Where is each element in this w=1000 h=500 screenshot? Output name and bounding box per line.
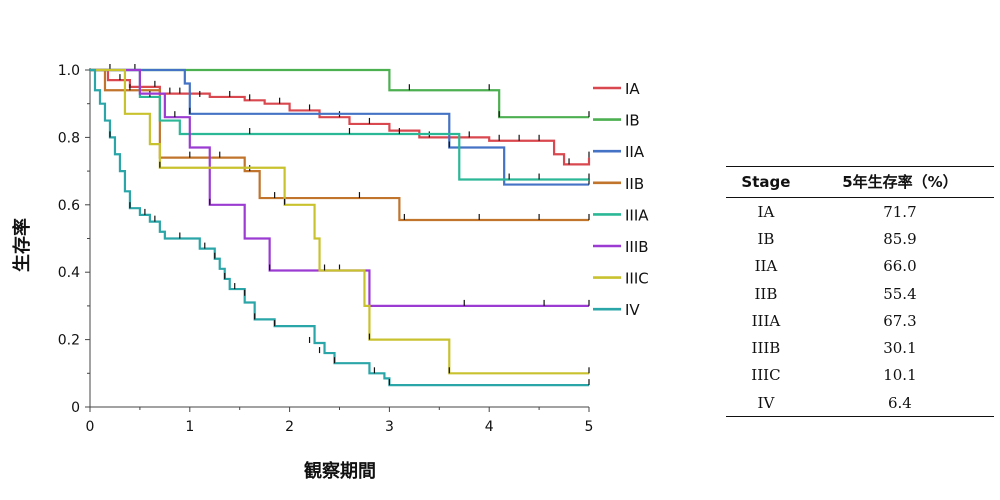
series-iv [90,68,590,387]
series-line-ib [90,68,589,119]
series-ib [90,68,590,119]
x-tick-label: 1 [185,419,194,435]
series-line-iia [90,68,589,186]
legend-label-iib: IIB [625,175,644,193]
km-survival-chart: 0 0.2 0.4 0.6 0.8 1.0 0 1 2 3 4 5 IA IB IIA IIB IIIA III… [11,63,649,482]
x-tick-label: 0 [86,419,95,435]
legend-label-iiib: IIIB [625,238,649,256]
stage-cell: IIIC [751,366,781,385]
legend-label-iiic: IIIC [625,270,649,288]
table-row: IIB 55.4 [726,280,994,307]
legend-label-ib: IB [625,112,640,130]
x-tick-label: 5 [585,419,594,435]
y-tick-label: 0.8 [58,130,80,146]
chart-axes: 0 0.2 0.4 0.6 0.8 1.0 0 1 2 3 4 5 [58,63,594,435]
rate-cell: 71.7 [883,202,917,221]
table-row: IIIB 30.1 [726,334,994,361]
table-row: IIIA 67.3 [726,307,994,334]
x-axis-title: 観察期間 [304,460,376,482]
rate-cell: 66.0 [883,257,917,276]
table-row: IA 71.7 [726,198,994,226]
y-tick-label: 0.4 [58,265,80,281]
series-iib [90,68,590,222]
legend-label-iv: IV [625,301,640,319]
rate-cell: 55.4 [883,284,917,303]
rate-cell: 30.1 [883,339,917,358]
table-row: IB 85.9 [726,225,994,252]
legend-label-ia: IA [625,80,640,98]
series-line-ia [90,68,591,166]
series-iia [90,64,590,186]
y-tick-label: 0 [71,400,80,416]
rate-cell: 10.1 [883,366,917,385]
legend-label-iia: IIA [625,143,645,161]
series-iiia [90,68,590,181]
table-row: IIA 66.0 [726,253,994,280]
y-axis-title: 生存率 [11,218,33,272]
survival-rate-table: Stage 5年生存率（%） IA 71.7 IB 85.9 IIA 66.0 IIB… [726,166,994,418]
stage-cell: IIB [754,284,778,303]
table-row: IIIC 10.1 [726,362,994,389]
x-tick-label: 3 [385,419,394,435]
x-tick-label: 4 [485,419,494,435]
stage-cell: IIA [754,257,778,276]
column-header-stage: Stage [726,166,806,198]
x-tick-label: 2 [285,419,294,435]
y-tick-label: 0.6 [58,198,80,214]
series-layer [90,64,591,387]
stage-cell: IB [757,229,775,248]
series-line-iiia [90,68,589,181]
stage-cell: IIIB [751,339,781,358]
series-line-iib [90,68,589,222]
rate-cell: 85.9 [883,229,917,248]
rate-cell: 6.4 [805,389,994,418]
series-iiic [90,68,590,375]
stage-cell: IA [757,202,775,221]
stage-cell: IV [726,389,806,418]
rate-cell: 67.3 [883,311,917,330]
chart-legend: IA IB IIA IIB IIIA IIIB IIIC IV [593,80,649,319]
y-tick-label: 0.2 [58,333,80,349]
table-row: IV 6.4 [726,389,994,418]
table-header-row: Stage 5年生存率（%） [726,166,994,198]
series-line-iv [90,68,589,387]
stage-cell: IIIA [751,311,781,330]
series-ia [90,68,591,166]
legend-label-iiia: IIIA [625,206,649,224]
y-tick-label: 1.0 [58,63,80,79]
column-header-5yr-survival: 5年生存率（%） [805,166,994,198]
